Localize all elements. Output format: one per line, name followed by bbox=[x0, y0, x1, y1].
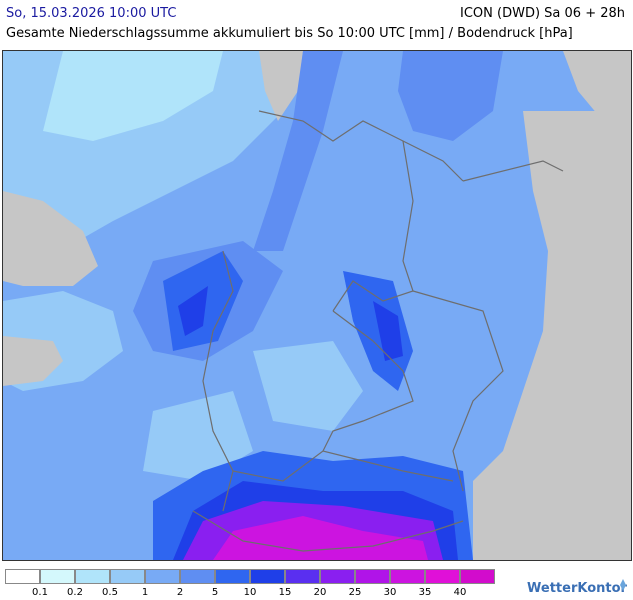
precipitation-map bbox=[2, 50, 632, 561]
wetterkontor-logo[interactable]: WetterKontor bbox=[527, 581, 627, 596]
legend-tick: 2 bbox=[176, 587, 184, 598]
legend-tick: 0.1 bbox=[32, 587, 48, 598]
precip-light-central bbox=[253, 341, 363, 431]
precip-alps-core bbox=[213, 516, 428, 560]
border-germany-czech bbox=[322, 310, 414, 452]
precip-band-czechia bbox=[343, 271, 413, 391]
precip-light-southwest bbox=[143, 391, 253, 481]
precip-max-benelux bbox=[178, 286, 208, 336]
border-germany-south bbox=[232, 450, 454, 482]
legend-swatch-5 bbox=[180, 569, 215, 584]
legend-swatch-1 bbox=[40, 569, 75, 584]
legend-swatch-10 bbox=[355, 569, 390, 584]
map-header: So, 15.03.2026 10:00 UTC ICON (DWD) Sa 0… bbox=[0, 0, 633, 48]
france-nw-land-area bbox=[3, 336, 63, 386]
country-borders bbox=[192, 110, 564, 552]
legend-swatch-8 bbox=[285, 569, 320, 584]
legend-tick: 30 bbox=[383, 587, 397, 598]
legend-swatch-4 bbox=[145, 569, 180, 584]
border-baltic-coast bbox=[462, 160, 564, 182]
legend-tick: 20 bbox=[313, 587, 327, 598]
legend-swatch-13 bbox=[460, 569, 495, 584]
legend-swatch-0 bbox=[5, 569, 40, 584]
legend-tick: 1 bbox=[141, 587, 149, 598]
northeast-land-area bbox=[563, 51, 631, 121]
wetterkontor-logo-icon bbox=[620, 579, 626, 591]
forecast-datetime: So, 15.03.2026 10:00 UTC bbox=[6, 6, 177, 21]
legend-tick: 0.5 bbox=[102, 587, 118, 598]
map-subtitle: Gesamte Niederschlagssumme akkumuliert b… bbox=[6, 26, 573, 41]
model-run-label: ICON (DWD) Sa 06 + 28h bbox=[460, 6, 625, 21]
legend-swatch-11 bbox=[390, 569, 425, 584]
legend-tick: 0.2 bbox=[67, 587, 83, 598]
legend-tick: 15 bbox=[278, 587, 292, 598]
legend-tick: 40 bbox=[453, 587, 467, 598]
map-canvas bbox=[3, 51, 631, 560]
east-land-area bbox=[473, 111, 631, 560]
legend-tick: 35 bbox=[418, 587, 432, 598]
denmark-land-area bbox=[259, 51, 303, 121]
legend-swatch-6 bbox=[215, 569, 250, 584]
legend-swatch-3 bbox=[110, 569, 145, 584]
legend-tick: 10 bbox=[243, 587, 257, 598]
precip-light-field-north bbox=[43, 51, 223, 141]
legend-tick: 5 bbox=[211, 587, 219, 598]
precip-band-baltic bbox=[398, 51, 503, 141]
legend-swatch-9 bbox=[320, 569, 355, 584]
border-alps bbox=[192, 510, 464, 552]
precip-band-north bbox=[253, 51, 343, 251]
border-north-coast bbox=[258, 110, 464, 182]
legend-swatch-2 bbox=[75, 569, 110, 584]
uk-land-area bbox=[3, 191, 98, 286]
legend-tick: 25 bbox=[348, 587, 362, 598]
logo-text: WetterKontor bbox=[527, 581, 627, 596]
legend-swatch-7 bbox=[250, 569, 285, 584]
precip-core-czechia bbox=[373, 301, 403, 361]
border-poland bbox=[412, 290, 504, 492]
legend-swatch-12 bbox=[425, 569, 460, 584]
